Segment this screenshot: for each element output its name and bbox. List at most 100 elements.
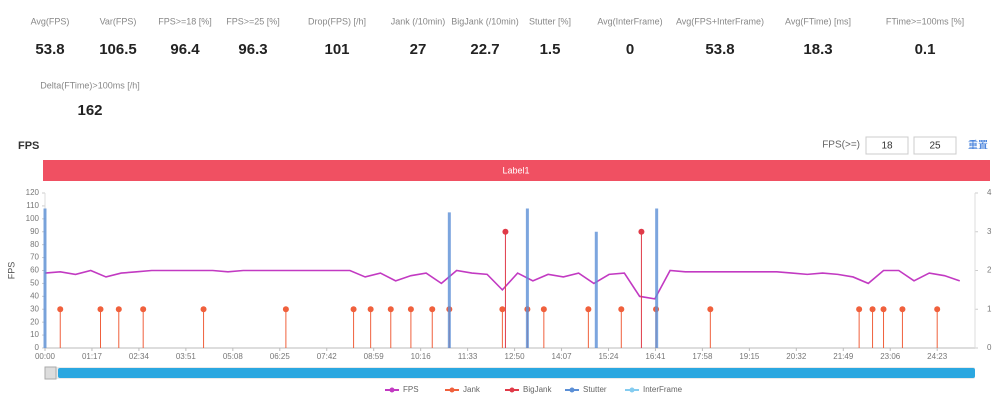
legend-label[interactable]: FPS: [403, 385, 419, 394]
x-tick-label: 16:41: [645, 352, 666, 361]
x-tick-label: 14:07: [552, 352, 573, 361]
legend-label[interactable]: Jank: [463, 385, 481, 394]
event-dot: [282, 306, 289, 313]
y-tick-label: 120: [26, 188, 40, 197]
scrollbar-thumb[interactable]: [58, 368, 975, 378]
stat-value: 96.3: [238, 41, 267, 58]
stat-label: Avg(InterFrame): [597, 16, 662, 26]
legend-label[interactable]: InterFrame: [643, 385, 683, 394]
x-tick-label: 15:24: [598, 352, 619, 361]
event-dot: [140, 306, 147, 313]
event-dot: [585, 306, 592, 313]
y2-tick-label: 4: [987, 188, 992, 197]
y-tick-label: 0: [35, 343, 40, 352]
event-dot: [407, 306, 414, 313]
x-tick-label: 19:15: [739, 352, 760, 361]
reset-button[interactable]: 重置: [968, 139, 988, 152]
stutter-spike: [447, 212, 451, 348]
stat-value: 101: [324, 41, 349, 58]
x-tick-label: 20:32: [786, 352, 807, 361]
x-tick-label: 23:06: [880, 352, 901, 361]
legend-dot[interactable]: [509, 387, 515, 393]
event-dot: [638, 228, 645, 235]
x-tick-label: 03:51: [176, 352, 197, 361]
x-tick-label: 24:23: [927, 352, 948, 361]
x-tick-label: 12:50: [505, 352, 526, 361]
section-title: FPS: [18, 140, 39, 152]
y2-tick-label: 2: [987, 266, 992, 275]
x-tick-label: 05:08: [223, 352, 244, 361]
y-tick-label: 90: [30, 227, 39, 236]
event-dot: [618, 306, 625, 313]
event-dot: [934, 306, 941, 313]
threshold-input[interactable]: [865, 136, 909, 155]
legend-dot[interactable]: [569, 387, 575, 393]
legend-label[interactable]: Stutter: [583, 385, 607, 394]
threshold-value[interactable]: 18: [881, 141, 893, 152]
y-tick-label: 110: [26, 201, 39, 210]
x-tick-label: 08:59: [364, 352, 385, 361]
stat-label: Avg(FPS): [31, 16, 70, 26]
y-tick-label: 30: [30, 304, 39, 313]
stat-label: Avg(FTime) [ms]: [785, 16, 851, 26]
event-dot: [899, 306, 906, 313]
event-dot: [429, 306, 436, 313]
stutter-spike: [594, 231, 598, 348]
stat-value: 106.5: [99, 41, 137, 58]
stat-label: Jank (/10min): [391, 16, 446, 26]
y-tick-label: 10: [30, 330, 39, 339]
event-dot: [540, 306, 547, 313]
x-tick-label: 21:49: [833, 352, 854, 361]
threshold-value[interactable]: 25: [929, 141, 941, 152]
x-tick-label: 00:00: [35, 352, 56, 361]
event-dot: [707, 306, 714, 313]
stat-value: 53.8: [705, 41, 734, 58]
stat-label: Var(FPS): [100, 16, 137, 26]
stat-label: Stutter [%]: [529, 16, 571, 26]
y2-tick-label: 3: [987, 227, 992, 236]
stat-value: 0.1: [915, 41, 936, 58]
legend-dot[interactable]: [389, 387, 395, 393]
event-dot: [57, 306, 64, 313]
x-tick-label: 11:33: [458, 352, 478, 361]
stat-value: 162: [77, 102, 102, 119]
event-dot: [502, 228, 509, 235]
event-dot: [499, 306, 506, 313]
event-dot: [200, 306, 207, 313]
stat-label: FPS>=25 [%]: [226, 16, 280, 26]
stat-value: 0: [626, 41, 634, 58]
stat-label: Delta(FTime)>100ms [/h]: [40, 80, 139, 90]
event-dot: [856, 306, 863, 313]
threshold-input[interactable]: [913, 136, 957, 155]
scene-label: Label1: [502, 165, 529, 175]
y-tick-label: 40: [30, 291, 39, 300]
stat-label: FTime>=100ms [%]: [886, 16, 964, 26]
scene-bar[interactable]: [43, 160, 990, 181]
stat-value: 22.7: [470, 41, 499, 58]
y-tick-label: 50: [30, 279, 39, 288]
fps-line: [44, 269, 961, 300]
stat-label: FPS>=18 [%]: [158, 16, 212, 26]
y-axis-label: FPS: [6, 262, 16, 280]
y-tick-label: 60: [30, 266, 39, 275]
event-dot: [367, 306, 374, 313]
y-tick-label: 80: [30, 240, 39, 249]
event-dot: [350, 306, 357, 313]
event-dot: [115, 306, 122, 313]
y-tick-label: 20: [30, 317, 39, 326]
x-tick-label: 10:16: [411, 352, 432, 361]
x-tick-label: 07:42: [317, 352, 338, 361]
scrollbar-handle[interactable]: [44, 366, 57, 380]
event-dot: [869, 306, 876, 313]
event-dot: [387, 306, 394, 313]
legend-dot[interactable]: [449, 387, 455, 393]
legend-dot[interactable]: [629, 387, 635, 393]
stat-value: 1.5: [540, 41, 561, 58]
y2-tick-label: 0: [987, 343, 992, 352]
x-tick-label: 01:17: [82, 352, 103, 361]
legend-label[interactable]: BigJank: [523, 385, 552, 394]
x-tick-label: 17:58: [692, 352, 713, 361]
stat-label: Avg(FPS+InterFrame): [676, 16, 764, 26]
